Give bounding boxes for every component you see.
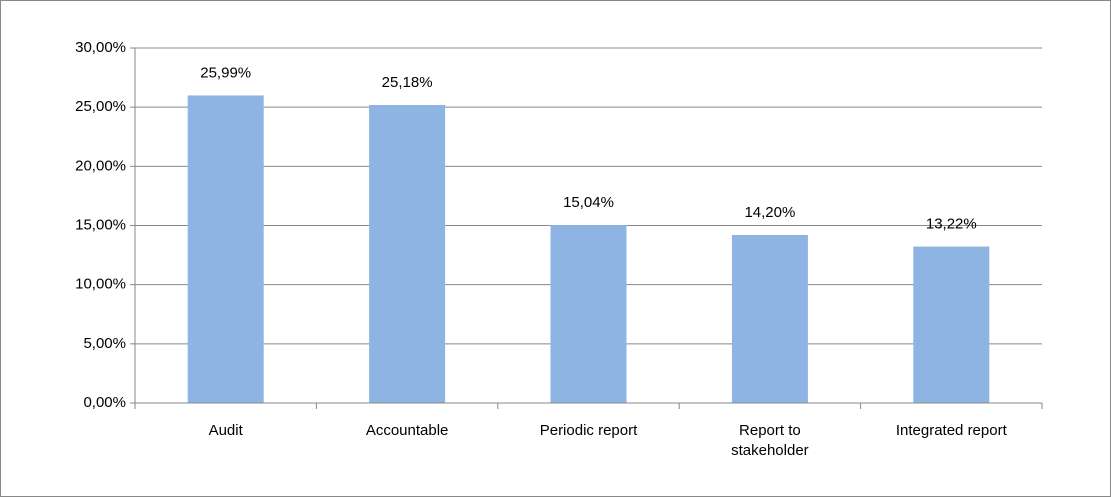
data-label: 15,04% [563, 194, 614, 211]
x-tick-label: Periodic report [539, 422, 638, 439]
y-tick-label: 25,00% [75, 98, 126, 115]
bar [731, 234, 808, 403]
data-label: 14,20% [744, 204, 795, 221]
y-tick-label: 10,00% [75, 276, 126, 293]
x-tick-label: Audit [208, 422, 243, 439]
y-tick-label: 0,00% [83, 394, 126, 411]
y-tick-label: 20,00% [75, 157, 126, 174]
bar [550, 225, 627, 403]
y-tick-label: 30,00% [75, 39, 126, 56]
bar [369, 105, 446, 403]
y-tick-label: 15,00% [75, 216, 126, 233]
x-tick-label: Integrated report [895, 422, 1007, 439]
x-tick-label: Accountable [365, 422, 449, 439]
bar [187, 95, 264, 404]
x-tick-label: Report to stakeholder [731, 422, 809, 459]
bar [913, 246, 990, 403]
data-label: 13,22% [926, 216, 977, 233]
y-tick-label: 5,00% [83, 335, 126, 352]
data-label: 25,18% [382, 74, 433, 91]
data-label: 25,99% [200, 64, 251, 81]
